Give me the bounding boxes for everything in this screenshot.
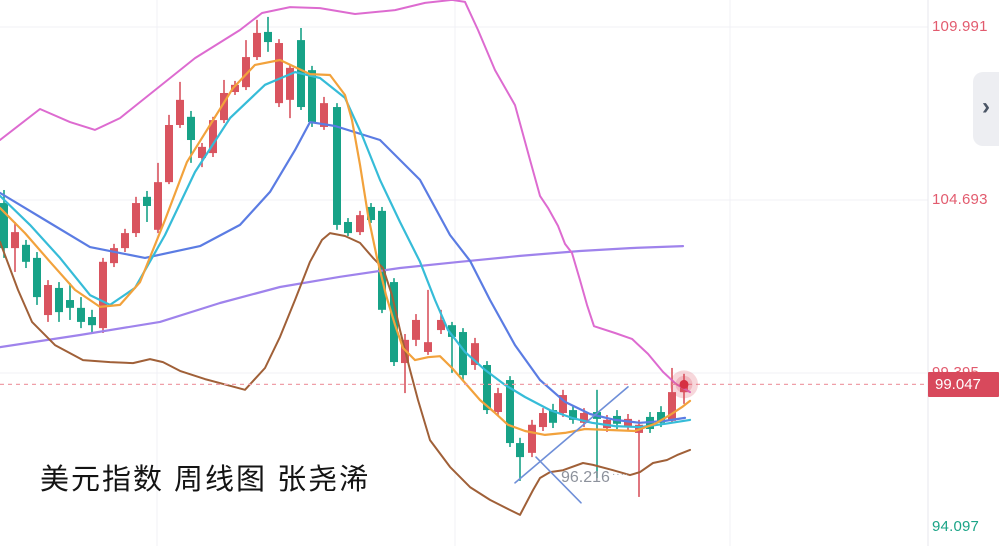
panel-expand-tab[interactable]: › bbox=[973, 72, 999, 146]
ma-fast-orange bbox=[0, 58, 692, 436]
ma-long-purple bbox=[0, 245, 685, 349]
current-price-badge: 99.047 bbox=[928, 371, 999, 397]
candles bbox=[0, 16, 688, 497]
y-axis-label-94097: 94.097 bbox=[932, 518, 980, 535]
overlay-lines bbox=[0, 0, 692, 516]
low-price-value: 96.216 bbox=[561, 469, 610, 486]
y-axis-label-104693: 104.693 bbox=[932, 191, 988, 208]
last-price-marker bbox=[670, 370, 698, 399]
trendline-rising bbox=[514, 386, 629, 484]
chevron-right-icon: › bbox=[982, 93, 990, 120]
chart-watermark-title: 美元指数 周线图 张尧浠 bbox=[40, 464, 371, 496]
ma-slow-blue bbox=[0, 120, 687, 424]
trendlines bbox=[514, 386, 629, 504]
annotation-dots: ···· bbox=[611, 469, 630, 480]
y-axis-label-109991: 109.991 bbox=[932, 18, 988, 35]
boll-lower-brown bbox=[0, 232, 691, 516]
trendline-falling bbox=[535, 456, 582, 504]
boll-upper-pink bbox=[0, 0, 691, 394]
ma-mid-cyan bbox=[0, 70, 692, 429]
low-price-annotation: 96.216 ···· bbox=[561, 469, 629, 487]
